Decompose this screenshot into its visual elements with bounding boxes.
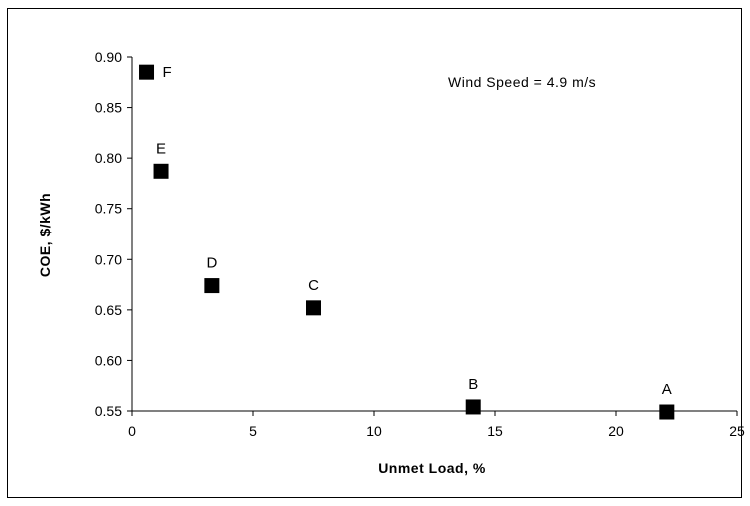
y-axis-label: COE, $/kWh (37, 193, 53, 277)
point-label-d: D (206, 255, 217, 272)
data-point-d (204, 278, 220, 294)
y-tick-label: 0.85 (95, 100, 122, 116)
x-axis-label: Unmet Load, % (378, 460, 486, 476)
y-tick-label: 0.70 (95, 251, 122, 267)
data-point-f (139, 64, 155, 80)
y-tick-label: 0.90 (95, 49, 122, 65)
wind-speed-annotation: Wind Speed = 4.9 m/s (448, 74, 596, 90)
y-tick-label: 0.80 (95, 150, 122, 166)
y-tick-label: 0.75 (95, 201, 122, 217)
data-point-a (659, 404, 675, 420)
point-label-c: C (308, 277, 319, 294)
data-points: A B C D E F (139, 64, 675, 420)
x-tick-label: 15 (487, 423, 503, 439)
tick-labels: 0.55 0.60 0.65 0.70 0.75 0.80 0.85 0.90 0 5 10 15 20… (95, 49, 745, 439)
chart-axes (127, 56, 738, 416)
point-label-b: B (468, 376, 478, 393)
x-tick-label: 25 (729, 423, 745, 439)
point-label-a: A (662, 381, 672, 398)
x-tick-label: 5 (249, 423, 257, 439)
x-tick-label: 10 (366, 423, 382, 439)
data-point-b (465, 399, 481, 415)
y-tick-label: 0.60 (95, 352, 122, 368)
data-point-e (153, 163, 169, 179)
data-point-c (306, 300, 321, 316)
y-tick-label: 0.55 (95, 403, 122, 419)
x-tick-label: 20 (608, 423, 624, 439)
point-label-f: F (163, 64, 172, 81)
point-label-e: E (156, 140, 166, 157)
y-tick-label: 0.65 (95, 302, 122, 318)
chart-frame (7, 8, 742, 498)
x-tick-label: 0 (128, 423, 136, 439)
